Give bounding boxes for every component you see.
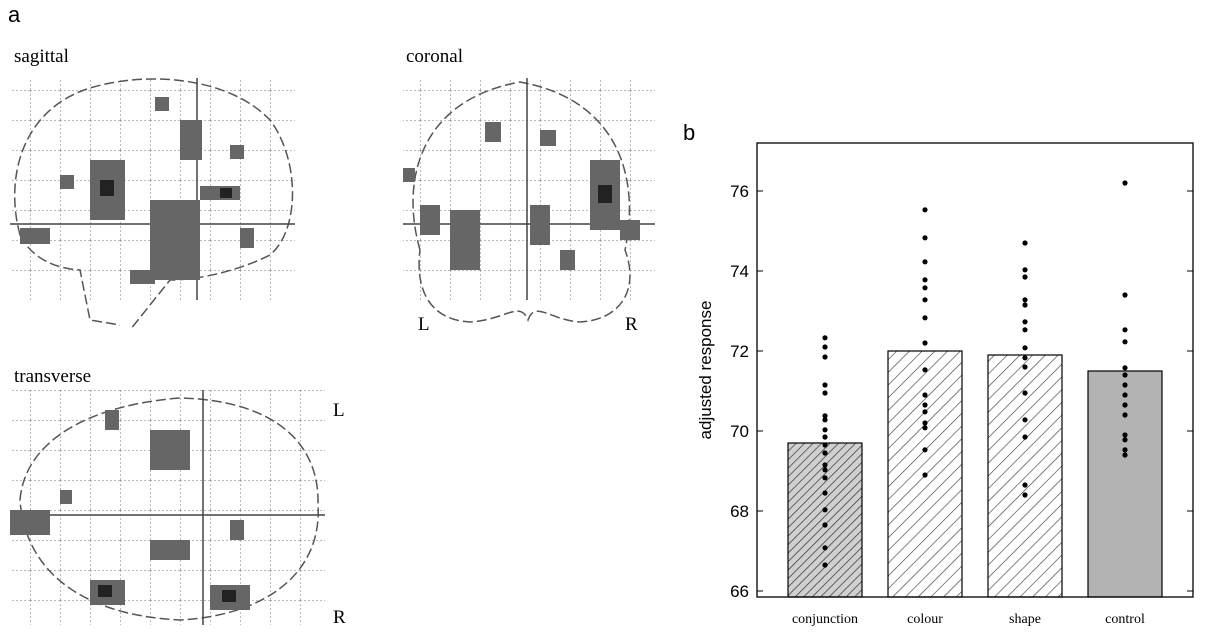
data-point: [1122, 365, 1128, 371]
data-point: [822, 344, 828, 350]
data-point: [1022, 434, 1028, 440]
data-point: [922, 472, 928, 478]
data-point: [922, 425, 928, 431]
data-point: [1022, 319, 1028, 325]
data-point: [922, 277, 928, 283]
side-label: L: [418, 314, 430, 335]
data-point: [1022, 345, 1028, 351]
side-label: R: [333, 607, 346, 628]
data-point: [822, 545, 828, 551]
data-point: [822, 562, 828, 568]
data-point: [822, 417, 828, 423]
data-point: [1022, 390, 1028, 396]
sagittal-view: [10, 78, 295, 331]
data-point: [1122, 392, 1128, 398]
data-point: [822, 413, 828, 419]
data-point: [1022, 492, 1028, 498]
data-point: [1122, 432, 1128, 438]
y-tick-label: 74: [730, 262, 749, 281]
data-point: [1022, 297, 1028, 303]
y-tick-label: 66: [730, 582, 749, 601]
data-point: [822, 390, 828, 396]
y-tick-label: 72: [730, 342, 749, 361]
data-point: [822, 335, 828, 341]
data-point: [1122, 447, 1128, 453]
data-point: [822, 442, 828, 448]
data-point: [922, 235, 928, 241]
data-point: [922, 259, 928, 265]
data-point: [1022, 482, 1028, 488]
x-tick-label: colour: [907, 612, 943, 627]
data-point: [1122, 180, 1128, 186]
data-point: [922, 285, 928, 291]
data-point: [1122, 412, 1128, 418]
data-point: [1022, 417, 1028, 423]
data-point: [1022, 274, 1028, 280]
data-point: [922, 447, 928, 453]
data-point: [822, 475, 828, 481]
data-point: [1122, 402, 1128, 408]
view-title: transverse: [14, 366, 91, 387]
y-tick-label: 68: [730, 502, 749, 521]
data-point: [922, 409, 928, 415]
y-tick-label: 70: [730, 422, 749, 441]
plot-frame: [756, 142, 1194, 598]
side-label: R: [625, 314, 638, 335]
side-label: L: [333, 400, 345, 421]
panel-label: a: [8, 2, 21, 27]
data-point: [822, 522, 828, 528]
data-point: [822, 467, 828, 473]
data-point: [922, 340, 928, 346]
data-point: [1022, 355, 1028, 361]
data-point: [822, 354, 828, 360]
bar: [1087, 370, 1163, 598]
data-point: [822, 427, 828, 433]
data-point: [1022, 327, 1028, 333]
data-point: [1022, 240, 1028, 246]
data-point: [922, 402, 928, 408]
data-point: [822, 490, 828, 496]
x-tick-label: conjunction: [792, 612, 858, 627]
view-title: coronal: [406, 46, 463, 67]
x-tick-label: control: [1105, 612, 1145, 627]
bar-chart: conjunction colour shape control 66 68 70 72 74 7…: [696, 142, 1194, 627]
data-point: [922, 392, 928, 398]
coronal-view: [403, 78, 655, 323]
y-axis-label: adjusted response: [696, 301, 715, 440]
data-point: [922, 297, 928, 303]
view-title: sagittal: [14, 46, 69, 67]
data-point: [822, 462, 828, 468]
data-point: [922, 315, 928, 321]
data-point: [1022, 302, 1028, 308]
data-point: [1022, 267, 1028, 273]
y-tick-label: 76: [730, 182, 749, 201]
data-point: [822, 382, 828, 388]
data-point: [922, 420, 928, 426]
data-point: [922, 207, 928, 213]
panel-label: b: [683, 120, 695, 145]
data-point: [1122, 382, 1128, 388]
data-point: [1122, 292, 1128, 298]
data-point: [1122, 452, 1128, 458]
data-point: [922, 367, 928, 373]
x-tick-label: shape: [1009, 612, 1041, 627]
data-point: [1122, 437, 1128, 443]
data-point: [822, 434, 828, 440]
data-point: [1122, 372, 1128, 378]
data-point: [822, 450, 828, 456]
transverse-view: [10, 390, 325, 625]
data-point: [822, 507, 828, 513]
data-point: [1022, 364, 1028, 370]
data-point: [1122, 339, 1128, 345]
data-point: [1122, 327, 1128, 333]
